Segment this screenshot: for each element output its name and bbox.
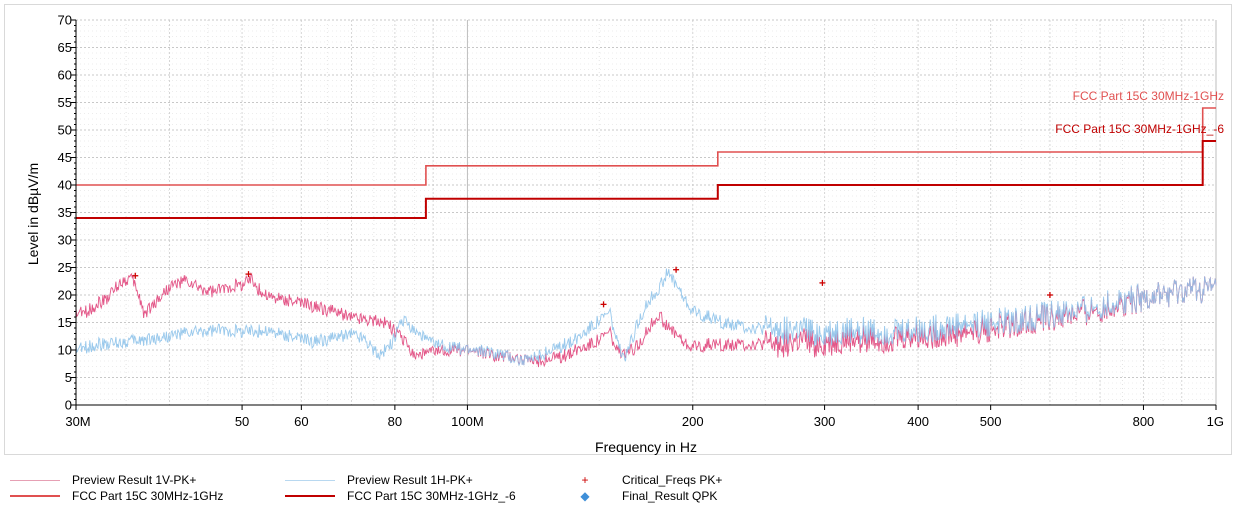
legend-line-swatch [285, 495, 335, 497]
legend-label: FCC Part 15C 30MHz-1GHz [72, 489, 224, 503]
y-tick-label: 0 [65, 398, 72, 413]
x-tick-label: 30M [65, 414, 90, 429]
y-tick-label: 30 [58, 233, 72, 248]
x-tick-label: 300 [814, 414, 836, 429]
legend-item: Preview Result 1H-PK+ [285, 472, 473, 488]
critical-freq-marker [673, 266, 680, 273]
critical-freq-marker [600, 301, 607, 308]
emc-spectrum-chart: 0 5 10 15 20 25 30 35 40 45 50 55 60 65 70 30M 50 60 80 100… [25, 13, 1224, 456]
limit-line-label: FCC Part 15C 30MHz-1GHz [1073, 89, 1224, 103]
critical-freq-marker [132, 272, 139, 279]
axes: 0 5 10 15 20 25 30 35 40 45 50 55 60 65 70 30M 50 60 80 100… [58, 13, 1224, 430]
legend-label: Final_Result QPK [622, 489, 718, 503]
legend-label: FCC Part 15C 30MHz-1GHz_-6 [347, 489, 516, 503]
y-tick-label: 35 [58, 205, 72, 220]
legend-label: Preview Result 1H-PK+ [347, 473, 473, 487]
y-tick-label: 65 [58, 40, 72, 55]
y-tick-label: 45 [58, 150, 72, 165]
x-tick-label: 60 [294, 414, 308, 429]
y-tick-label: 70 [58, 13, 72, 28]
x-tick-label: 200 [682, 414, 704, 429]
series-fcc-part-15c-30mhz-1ghz [76, 107, 1216, 186]
x-tick-label: 1G [1207, 414, 1224, 429]
legend-line-swatch [285, 479, 335, 481]
critical-freq-marker [245, 271, 252, 278]
x-tick-label: 80 [388, 414, 402, 429]
legend-item: FCC Part 15C 30MHz-1GHz_-6 [285, 488, 516, 504]
legend-line-swatch [10, 479, 60, 481]
diamond-marker-icon: ◆ [580, 489, 590, 503]
x-axis-title: Frequency in Hz [595, 439, 697, 455]
series-preview-result-1h-pk [75, 268, 1217, 367]
y-tick-label: 25 [58, 260, 72, 275]
legend: Preview Result 1V-PK+ FCC Part 15C 30MHz-… [0, 472, 1236, 512]
y-tick-label: 50 [58, 123, 72, 138]
grid [75, 19, 1217, 406]
legend-item: Preview Result 1V-PK+ [10, 472, 196, 488]
y-tick-label: 60 [58, 68, 72, 83]
legend-item: ◆ Final_Result QPK [560, 488, 717, 504]
legend-item: + Critical_Freqs PK+ [560, 472, 722, 488]
y-tick-label: 5 [65, 370, 72, 385]
y-tick-label: 40 [58, 178, 72, 193]
critical-freq-marker [819, 279, 826, 286]
x-tick-label: 400 [907, 414, 929, 429]
critical-freq-marker [1046, 292, 1053, 298]
x-tick-label: 50 [235, 414, 249, 429]
plus-marker-icon: + [581, 473, 589, 487]
y-tick-label: 55 [58, 95, 72, 110]
limit-line-label: FCC Part 15C 30MHz-1GHz_-6 [1055, 122, 1224, 136]
y-tick-label: 20 [58, 288, 72, 303]
y-tick-label: 15 [58, 315, 72, 330]
labels-layer: FCC Part 15C 30MHz-1GHz FCC Part 15C 30MH… [1055, 89, 1224, 136]
series-layer [75, 107, 1217, 368]
x-tick-label: 500 [980, 414, 1002, 429]
legend-label: Preview Result 1V-PK+ [72, 473, 197, 487]
y-tick-label: 10 [58, 343, 72, 358]
legend-line-swatch [10, 495, 60, 497]
x-tick-label: 800 [1133, 414, 1155, 429]
legend-item: FCC Part 15C 30MHz-1GHz [10, 488, 223, 504]
x-tick-label: 100M [451, 414, 484, 429]
series-fcc-part-15c-30mhz-1ghz-6 [76, 140, 1216, 219]
y-axis-title: Level in dBµV/m [25, 163, 41, 265]
chart-frame [4, 4, 1232, 455]
legend-label: Critical_Freqs PK+ [622, 473, 723, 487]
